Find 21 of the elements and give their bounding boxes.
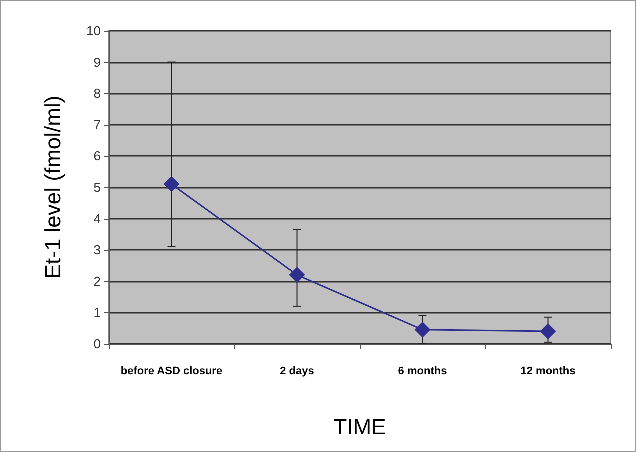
x-axis-title: TIME [334,414,386,440]
y-tick-label: 5 [94,180,101,195]
x-tick-label: before ASD closure [120,366,223,378]
y-tick-label: 2 [94,274,101,289]
point [289,267,306,284]
y-tick-label: 3 [94,242,101,258]
x-tick-label: 2 days [280,366,314,378]
y-tick-label: 7 [94,117,101,132]
x-tick-label: 6 months [398,366,448,378]
point [414,322,431,338]
point [164,176,180,192]
y-tick-label: 0 [94,336,101,352]
y-tick-label: 9 [94,54,101,70]
y-tick-label: 10 [86,24,101,38]
point [540,323,556,340]
y-tick-label: 8 [94,86,101,102]
y-tick-label: 6 [94,148,101,164]
y-axis-title: Et-1 level (fmol/ml) [40,96,66,280]
y-tick-label: 4 [94,211,101,226]
x-tick-label: 12 months [520,366,576,378]
y-tick-label: 1 [94,305,101,320]
